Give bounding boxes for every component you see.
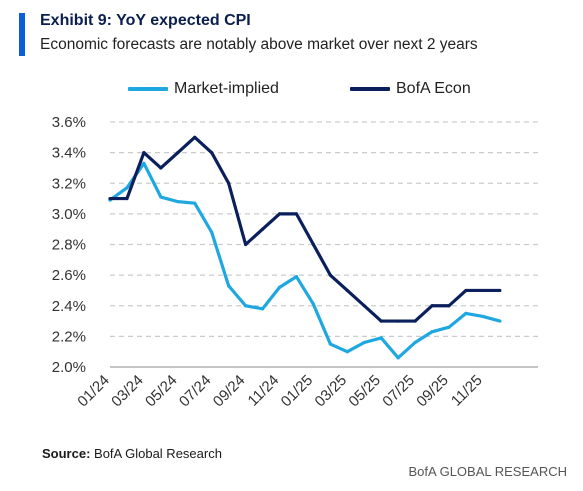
data-point-bofa-econ	[379, 319, 383, 323]
data-point-bofa-econ	[244, 242, 248, 247]
data-point-market-implied	[294, 275, 299, 279]
footer-brand: BofA GLOBAL RESEARCH	[408, 464, 567, 479]
chart-title: Exhibit 9: YoY expected CPI	[40, 12, 251, 29]
legend-item-bofa-econ: BofA Econ	[350, 80, 471, 98]
data-point-bofa-econ	[430, 304, 434, 308]
y-tick-label: 2.4%	[52, 298, 86, 315]
data-point-bofa-econ	[125, 196, 129, 201]
legend-swatch-bofa-econ	[350, 87, 390, 91]
data-point-market-implied	[125, 186, 129, 190]
x-tick-label: 09/25	[413, 372, 452, 411]
data-point-bofa-econ	[260, 227, 265, 231]
legend-label-market-implied: Market-implied	[174, 80, 279, 97]
series-line-market-implied	[109, 161, 501, 360]
line-chart: 2.0% 2.2% 2.4% 2.6% 2.8% 3.0% 3.2% 3.4% 3.6% 01/2…	[52, 114, 538, 411]
x-tick-label: 07/24	[176, 372, 215, 411]
y-tick-label: 3.4%	[52, 145, 86, 162]
x-tick-label: 05/25	[345, 372, 384, 411]
y-tick-label: 2.8%	[52, 237, 86, 254]
y-tick-label: 2.0%	[52, 359, 86, 376]
data-point-market-implied	[430, 330, 434, 334]
data-point-bofa-econ	[311, 242, 315, 247]
data-point-bofa-econ	[176, 151, 180, 155]
data-point-market-implied	[464, 311, 468, 316]
series-line-bofa-econ	[110, 135, 500, 323]
data-point-market-implied	[413, 340, 417, 345]
data-point-market-implied	[498, 319, 502, 323]
data-point-market-implied	[210, 230, 214, 234]
legend-item-market-implied: Market-implied	[128, 80, 279, 98]
data-point-bofa-econ	[193, 135, 197, 139]
y-tick-label: 3.2%	[52, 175, 86, 192]
data-point-bofa-econ	[447, 304, 451, 308]
data-point-bofa-econ	[413, 319, 417, 323]
data-point-bofa-econ	[142, 151, 146, 155]
data-point-bofa-econ	[362, 304, 366, 308]
x-tick-label: 05/24	[142, 372, 181, 411]
source-note: Source: BofA Global Research	[42, 446, 222, 461]
data-point-bofa-econ	[277, 212, 282, 216]
data-point-market-implied	[260, 307, 265, 311]
accent-bar	[19, 13, 25, 56]
data-point-market-implied	[227, 284, 231, 288]
data-point-market-implied	[244, 304, 248, 308]
data-point-market-implied	[159, 195, 163, 199]
data-point-bofa-econ	[345, 288, 349, 293]
data-point-bofa-econ	[294, 212, 299, 216]
data-point-bofa-econ	[396, 319, 400, 323]
data-point-bofa-econ	[227, 181, 231, 185]
y-tick-label: 2.2%	[52, 328, 86, 345]
x-tick-label: 07/25	[379, 372, 418, 411]
chart-subtitle: Economic forecasts are notably above mar…	[40, 36, 478, 53]
data-point-market-implied	[176, 200, 180, 204]
x-tick-label: 03/25	[312, 372, 351, 411]
y-tick-label: 3.0%	[52, 206, 86, 223]
data-point-market-implied	[328, 342, 332, 346]
data-point-market-implied	[481, 314, 485, 319]
data-point-market-implied	[447, 325, 451, 329]
data-point-market-implied	[142, 161, 146, 165]
data-point-market-implied	[396, 356, 400, 360]
data-point-bofa-econ	[498, 288, 502, 293]
source-label: Source:	[42, 446, 91, 461]
data-point-bofa-econ	[328, 273, 332, 277]
data-point-market-implied	[311, 302, 315, 306]
data-point-market-implied	[193, 201, 197, 205]
data-point-bofa-econ	[464, 288, 468, 293]
source-text: BofA Global Research	[94, 446, 222, 461]
data-point-market-implied	[362, 340, 366, 345]
data-point-market-implied	[277, 285, 282, 289]
legend-label-bofa-econ: BofA Econ	[396, 80, 471, 97]
data-point-bofa-econ	[481, 288, 485, 293]
data-point-bofa-econ	[210, 151, 214, 155]
x-tick-label: 03/24	[108, 372, 147, 411]
x-tick-label: 01/25	[278, 372, 317, 411]
legend: Market-implied BofA Econ	[128, 80, 508, 106]
x-tick-label: 11/25	[448, 372, 486, 410]
data-point-market-implied	[345, 350, 349, 354]
y-tick-label: 2.6%	[52, 267, 86, 284]
x-tick-label: 11/24	[245, 372, 283, 410]
y-tick-label: 3.6%	[52, 114, 86, 131]
x-tick-label: 01/24	[74, 372, 113, 411]
data-point-market-implied	[379, 336, 383, 340]
data-point-bofa-econ	[159, 166, 163, 170]
legend-swatch-market-implied	[128, 87, 168, 91]
data-point-bofa-econ	[108, 196, 112, 201]
x-tick-label: 09/24	[210, 372, 249, 411]
